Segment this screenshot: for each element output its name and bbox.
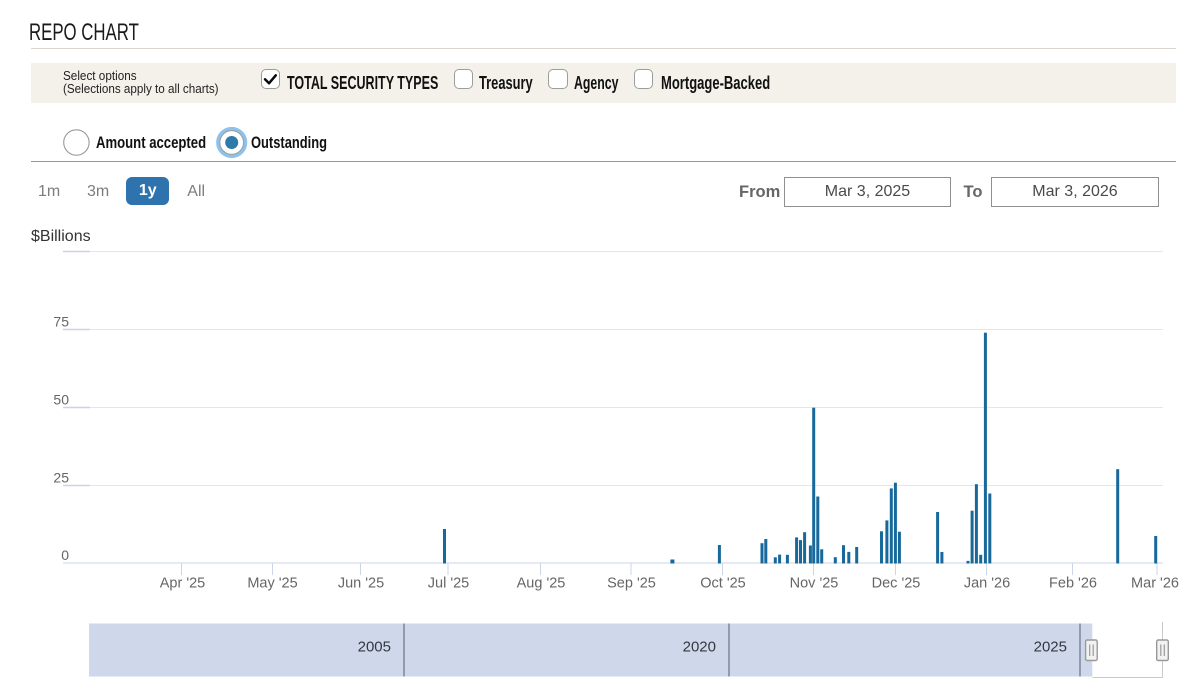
svg-text:$Billions: $Billions — [31, 228, 91, 245]
svg-text:Dec '25: Dec '25 — [872, 576, 921, 592]
svg-text:May '25: May '25 — [247, 576, 297, 592]
svg-text:2025: 2025 — [1034, 639, 1067, 656]
svg-text:Mar '26: Mar '26 — [1131, 576, 1179, 592]
svg-text:Oct '25: Oct '25 — [700, 576, 745, 592]
svg-text:Sep '25: Sep '25 — [607, 576, 656, 592]
svg-text:Nov '25: Nov '25 — [790, 576, 839, 592]
svg-text:2005: 2005 — [358, 639, 391, 656]
svg-text:Jan '26: Jan '26 — [964, 576, 1010, 592]
svg-text:25: 25 — [53, 470, 69, 486]
svg-text:Apr '25: Apr '25 — [160, 576, 206, 592]
svg-text:Jun '25: Jun '25 — [338, 576, 384, 592]
svg-text:50: 50 — [53, 392, 69, 408]
svg-text:0: 0 — [61, 547, 69, 563]
svg-text:2020: 2020 — [683, 639, 716, 656]
svg-text:Aug '25: Aug '25 — [517, 576, 566, 592]
svg-text:75: 75 — [53, 314, 69, 330]
svg-text:Feb '26: Feb '26 — [1049, 576, 1097, 592]
svg-text:Jul '25: Jul '25 — [428, 576, 469, 592]
